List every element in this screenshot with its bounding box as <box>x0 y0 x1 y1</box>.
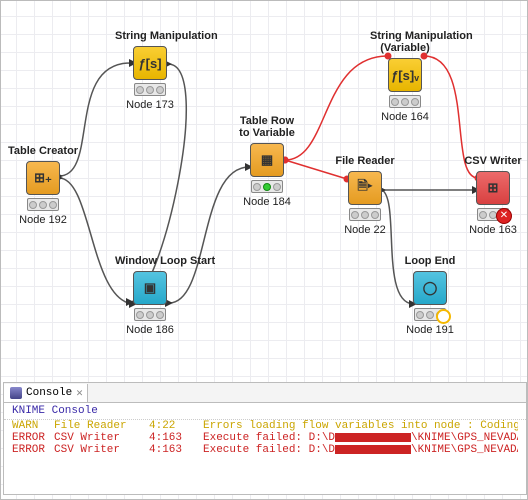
console-tabbar: Console ✕ <box>4 383 526 403</box>
node-icon[interactable]: ◯ <box>413 271 447 305</box>
node-status: ✕ <box>477 208 509 221</box>
node-title: CSV Writer <box>458 155 528 167</box>
node-title: String Manipulation <box>115 30 185 42</box>
node-id: Node 164 <box>370 111 440 123</box>
node-status <box>389 95 421 108</box>
node-title: Loop End <box>395 255 465 267</box>
error-icon: ✕ <box>496 208 512 224</box>
node-icon[interactable]: ƒ[s]ᵥ <box>388 58 422 92</box>
console-tab-label: Console <box>26 387 72 399</box>
node-id: Node 191 <box>395 324 465 336</box>
console-panel: Console ✕ KNIME Console WARNFile Reader4… <box>3 382 527 495</box>
close-icon[interactable]: ✕ <box>76 386 83 400</box>
workflow-node-n186[interactable]: Window Loop Start ▣ Node 186 <box>115 255 185 336</box>
node-title: Table Creator <box>8 145 78 157</box>
node-title: Window Loop Start <box>115 255 185 267</box>
node-icon[interactable]: ▣ <box>133 271 167 305</box>
console-icon <box>10 387 22 399</box>
node-icon[interactable]: ⊞ <box>476 171 510 205</box>
console-line: ERRORCSV Writer4:163Execute failed: D:\D… <box>4 444 526 456</box>
workflow-node-n22[interactable]: File Reader 🗎▸ Node 22 <box>330 155 400 236</box>
node-id: Node 192 <box>8 214 78 226</box>
workflow-node-n191[interactable]: Loop End ◯ Node 191 <box>395 255 465 336</box>
node-title: File Reader <box>330 155 400 167</box>
workflow-canvas[interactable]: Table Creator ⊞₊ Node 192 String Manipulati… <box>0 0 528 500</box>
loop-badge-icon <box>436 309 451 324</box>
node-id: Node 22 <box>330 224 400 236</box>
node-status <box>27 198 59 211</box>
node-id: Node 173 <box>115 99 185 111</box>
node-status <box>349 208 381 221</box>
node-status <box>134 83 166 96</box>
console-header: KNIME Console <box>4 403 526 420</box>
node-icon[interactable]: 🗎▸ <box>348 171 382 205</box>
node-icon[interactable]: ƒ[s] <box>133 46 167 80</box>
node-id: Node 184 <box>232 196 302 208</box>
node-icon[interactable]: ⊞₊ <box>26 161 60 195</box>
console-line: WARNFile Reader4:22Errors loading flow v… <box>4 420 526 432</box>
node-title: String Manipulation(Variable) <box>370 30 440 54</box>
console-tab[interactable]: Console ✕ <box>4 384 88 402</box>
workflow-node-n164[interactable]: String Manipulation(Variable) ƒ[s]ᵥ Node 1… <box>370 30 440 123</box>
node-id: Node 186 <box>115 324 185 336</box>
node-icon[interactable]: ▦ <box>250 143 284 177</box>
console-line: ERRORCSV Writer4:163Execute failed: D:\D… <box>4 432 526 444</box>
workflow-node-n184[interactable]: Table Rowto Variable ▦ Node 184 <box>232 115 302 208</box>
workflow-node-n173[interactable]: String Manipulation ƒ[s] Node 173 <box>115 30 185 111</box>
node-status <box>414 308 446 321</box>
workflow-node-n192[interactable]: Table Creator ⊞₊ Node 192 <box>8 145 78 226</box>
node-id: Node 163 <box>458 224 528 236</box>
workflow-node-n163[interactable]: CSV Writer ⊞ ✕Node 163 <box>458 155 528 236</box>
node-title: Table Rowto Variable <box>232 115 302 139</box>
node-status <box>251 180 283 193</box>
node-status <box>134 308 166 321</box>
